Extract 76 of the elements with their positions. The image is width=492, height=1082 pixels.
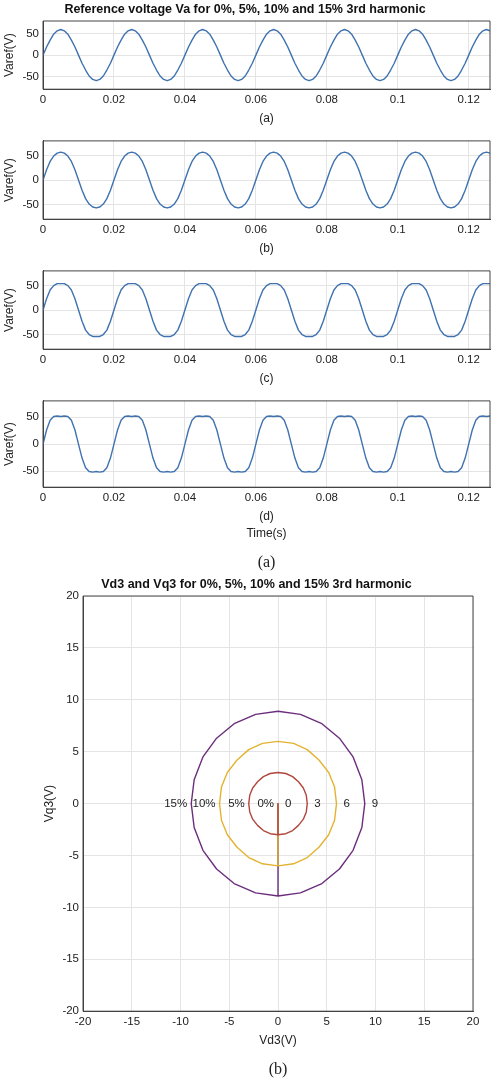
x-tick-label: 0.1	[389, 353, 406, 366]
x-tick-label: 10	[369, 1015, 382, 1028]
x-tick-label: 5	[323, 1015, 330, 1028]
y-tick-label: 15	[66, 641, 80, 654]
x-tick-label: 0.02	[102, 223, 126, 236]
x-tick-label: -10	[172, 1015, 189, 1028]
chart-title: Reference voltage Va for 0%, 5%, 10% and 15% 3rd harmonic	[64, 1, 426, 16]
y-tick-label: 10	[66, 692, 80, 705]
text: (b)	[268, 1060, 288, 1079]
text: (c)	[259, 371, 274, 386]
y-tick-label: 0	[32, 303, 40, 316]
x-tick-label: -5	[224, 1015, 235, 1028]
x-tick-label: 0.1	[389, 223, 406, 236]
x-tick-label: 0.12	[457, 223, 480, 236]
x-tick-label: 0.02	[102, 353, 126, 366]
y-tick-label: -50	[22, 69, 40, 82]
x-tick-label: 0.02	[102, 93, 126, 106]
annotation: 0%	[257, 796, 275, 809]
y-tick-label: -50	[22, 197, 40, 210]
x-tick-label: 0	[274, 1015, 282, 1028]
x-tick-label: 0.08	[315, 491, 339, 504]
x-tick-label: 0.1	[389, 93, 406, 106]
x-tick-label: 0.04	[173, 491, 197, 504]
chart-title: Vd3 and Vq3 for 0%, 5%, 10% and 15% 3rd harmonic	[101, 576, 412, 591]
y-tick-label: 5	[72, 744, 80, 757]
y-tick-label: 50	[26, 26, 40, 39]
x-tick-label: 20	[466, 1015, 480, 1028]
y-axis-title: Varef(V)	[1, 158, 16, 202]
y-tick-label: 0	[32, 173, 40, 186]
text: (a)	[259, 111, 274, 126]
text: (a)	[257, 553, 276, 572]
y-tick-label: -15	[62, 952, 80, 965]
x-tick-label: 0.06	[244, 491, 268, 504]
x-tick-label: 0.06	[244, 93, 268, 106]
text: (b)	[259, 241, 274, 256]
annotation: 6	[343, 796, 350, 809]
y-tick-label: -5	[68, 848, 80, 861]
x-tick-label: 0.08	[315, 93, 339, 106]
y-tick-label: 0	[32, 437, 40, 450]
annotation: 5%	[228, 796, 245, 809]
y-tick-label: 50	[26, 410, 40, 423]
y-tick-label: 0	[72, 796, 80, 809]
x-tick-label: 0.12	[457, 491, 480, 504]
y-axis-title: Varef(V)	[1, 288, 16, 332]
y-tick-label: 0	[32, 48, 40, 61]
annotation: 15%	[164, 796, 188, 809]
x-tick-label: 0.06	[244, 353, 268, 366]
y-tick-label: -50	[22, 327, 40, 340]
x-tick-label: 15	[417, 1015, 431, 1028]
y-tick-label: -10	[62, 900, 80, 913]
x-tick-label: 0.08	[315, 223, 339, 236]
x-tick-label: 0.12	[457, 353, 480, 366]
annotation: 9	[371, 796, 379, 809]
y-axis-title: Varef(V)	[1, 422, 16, 466]
annotation: 10%	[192, 796, 216, 809]
x-tick-label: 0.02	[102, 491, 126, 504]
x-tick-label: 0.1	[389, 491, 406, 504]
y-axis-title: Vq3(V)	[41, 784, 56, 823]
x-tick-label: 0.06	[244, 223, 268, 236]
x-tick-label: 0.04	[173, 353, 197, 366]
x-axis-title: Time(s)	[246, 526, 287, 541]
y-tick-label: -20	[62, 1004, 80, 1017]
x-tick-label: 0.08	[315, 353, 339, 366]
x-tick-label: 0.12	[457, 93, 480, 106]
y-tick-label: 20	[66, 589, 80, 602]
annotation: 3	[314, 796, 321, 809]
y-axis-title: Varef(V)	[1, 33, 16, 77]
x-axis-title: Vd3(V)	[259, 1033, 297, 1048]
y-tick-label: 50	[26, 278, 40, 291]
y-tick-label: 50	[26, 148, 40, 161]
annotation: 0	[285, 796, 292, 809]
y-tick-label: -50	[22, 464, 40, 477]
text: (d)	[259, 509, 274, 524]
x-tick-label: 0.04	[173, 93, 197, 106]
x-tick-label: -15	[123, 1015, 141, 1028]
x-tick-label: 0.04	[173, 223, 197, 236]
